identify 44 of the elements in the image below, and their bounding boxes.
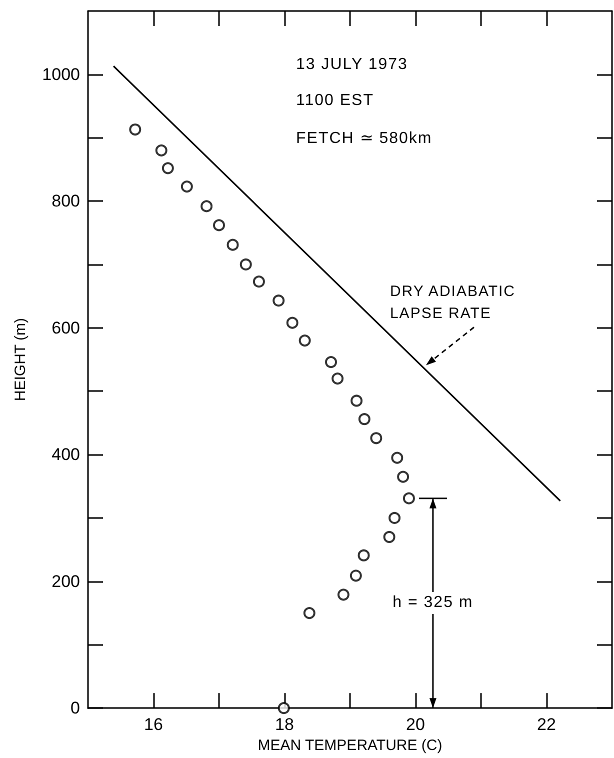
point xyxy=(226,238,239,251)
x-tick-label: 20 xyxy=(406,715,425,734)
y-tick-label: 600 xyxy=(52,318,80,338)
y-tick-label: 0 xyxy=(70,698,80,718)
point xyxy=(388,512,401,524)
point xyxy=(180,180,193,193)
point xyxy=(325,356,338,368)
point xyxy=(129,124,142,136)
point xyxy=(337,588,350,601)
point xyxy=(286,316,298,329)
y-axis-title: HEIGHT (m) xyxy=(12,318,29,402)
point xyxy=(350,394,363,407)
point xyxy=(350,570,362,582)
annotation: 13 JULY 1973 xyxy=(296,56,408,74)
point xyxy=(155,144,168,156)
x-axis-title: MEAN TEMPERATURE (C) xyxy=(258,737,442,754)
point xyxy=(358,413,370,426)
point xyxy=(162,162,174,174)
point xyxy=(200,200,213,212)
point xyxy=(383,530,396,543)
annotation: 1100 EST xyxy=(296,92,374,110)
point xyxy=(252,276,265,288)
x-tick-label: 22 xyxy=(537,715,556,734)
point xyxy=(240,258,252,270)
annotation: FETCH ≃ 580km xyxy=(296,129,432,148)
point xyxy=(402,492,415,504)
point xyxy=(332,372,344,385)
annotation: h = 325 m xyxy=(392,592,474,614)
point xyxy=(370,432,382,444)
y-tick-label: 800 xyxy=(52,192,80,211)
point xyxy=(272,294,285,307)
point xyxy=(397,470,410,483)
y-tick-label: 400 xyxy=(52,445,80,464)
x-tick-label: 18 xyxy=(275,715,294,734)
point xyxy=(298,334,311,347)
point xyxy=(213,219,225,232)
point xyxy=(303,607,316,620)
point xyxy=(358,549,370,562)
annotation: DRY ADIABATIC LAPSE RATE xyxy=(390,282,517,324)
point xyxy=(278,702,290,714)
y-tick-label: 200 xyxy=(52,572,80,591)
x-tick-label: 16 xyxy=(144,715,163,734)
y-tick-label: 1000 xyxy=(42,64,80,84)
point xyxy=(391,452,404,464)
